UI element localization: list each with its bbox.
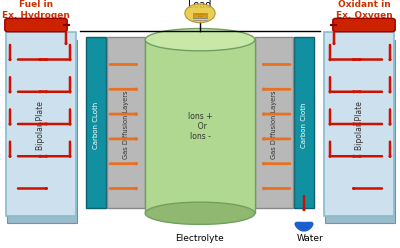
FancyBboxPatch shape — [333, 18, 395, 32]
Text: Oxidant in
Ex. Oxygen: Oxidant in Ex. Oxygen — [336, 0, 392, 20]
FancyBboxPatch shape — [5, 18, 67, 32]
Bar — [7, 40, 77, 223]
Ellipse shape — [145, 29, 255, 51]
Text: Gas Diffusion Layers: Gas Diffusion Layers — [123, 91, 129, 159]
Text: Fuel in
Ex. Hydrogen: Fuel in Ex. Hydrogen — [2, 0, 70, 20]
Circle shape — [185, 4, 215, 23]
Bar — [325, 40, 395, 223]
Ellipse shape — [145, 202, 255, 224]
Text: Bipolar Plate: Bipolar Plate — [355, 101, 364, 150]
Text: Bipolar Plate: Bipolar Plate — [36, 101, 45, 150]
Text: Electrolyte: Electrolyte — [176, 234, 224, 243]
Bar — [6, 32, 76, 216]
Text: Carbon CLoth: Carbon CLoth — [93, 102, 99, 149]
Bar — [107, 37, 145, 208]
Text: Gas Diffusion Layers: Gas Diffusion Layers — [271, 91, 277, 159]
Bar — [255, 37, 293, 208]
Bar — [324, 32, 394, 216]
Text: Ions +
  Or
Ions -: Ions + Or Ions - — [188, 112, 212, 141]
Text: Carbon Cloth: Carbon Cloth — [301, 102, 307, 148]
Text: Water: Water — [297, 234, 323, 243]
Bar — [294, 37, 314, 208]
Bar — [86, 37, 106, 208]
Bar — [145, 40, 255, 213]
Bar — [193, 13, 207, 18]
Text: Load: Load — [188, 0, 212, 10]
Polygon shape — [295, 222, 313, 231]
